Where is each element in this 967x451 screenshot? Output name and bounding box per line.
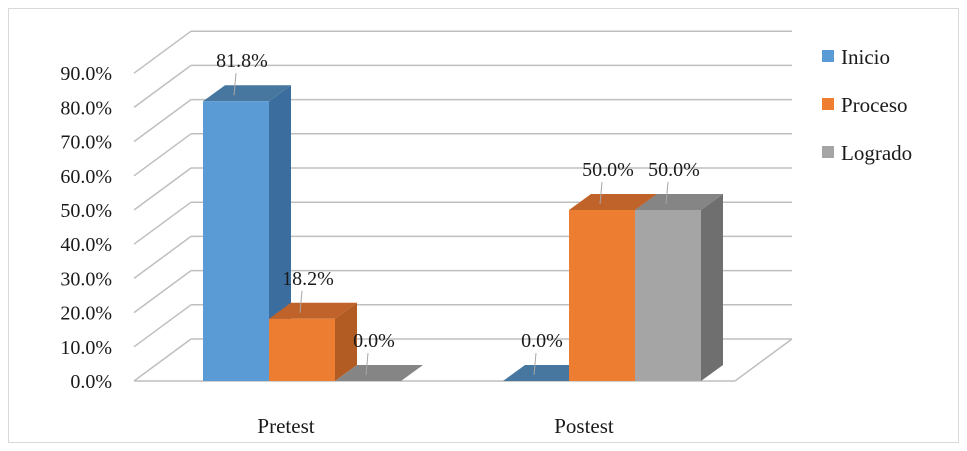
leader-line bbox=[365, 352, 369, 376]
bar-top bbox=[569, 194, 657, 210]
bar-logrado-pretest bbox=[335, 365, 423, 381]
legend-label: Proceso bbox=[841, 93, 908, 117]
bar-proceso-pretest bbox=[269, 302, 357, 381]
bar-top bbox=[635, 194, 723, 210]
bar-logrado-postest bbox=[635, 194, 723, 381]
x-category-label: Pretest bbox=[257, 414, 314, 438]
gridline-depth bbox=[133, 64, 192, 109]
leader-line bbox=[233, 73, 237, 96]
x-category-label: Postest bbox=[554, 414, 614, 438]
bar-top bbox=[335, 365, 423, 381]
bar-inicio-pretest bbox=[203, 85, 291, 381]
gridline-depth bbox=[133, 30, 192, 74]
legend-label: Logrado bbox=[841, 141, 912, 165]
bar-top bbox=[203, 85, 291, 102]
legend-swatch bbox=[822, 98, 834, 110]
legend-swatch bbox=[822, 146, 834, 158]
bars bbox=[203, 85, 723, 381]
gridline-depth bbox=[133, 167, 192, 211]
legend-swatch bbox=[822, 50, 834, 62]
leader-line bbox=[533, 352, 537, 376]
leader-line bbox=[299, 290, 303, 313]
gridline-depth bbox=[133, 235, 192, 280]
data-label: 50.0% bbox=[648, 159, 700, 181]
y-tick-label: 90.0% bbox=[60, 63, 112, 85]
bar-side bbox=[701, 194, 723, 381]
bar-front bbox=[635, 210, 701, 381]
data-label: 0.0% bbox=[521, 330, 563, 352]
y-tick-label: 70.0% bbox=[60, 132, 112, 154]
gridline-depth bbox=[133, 338, 192, 382]
y-tick-label: 80.0% bbox=[60, 97, 112, 119]
y-tick-label: 40.0% bbox=[60, 234, 112, 256]
y-tick-label: 20.0% bbox=[60, 303, 112, 325]
gridline-depth bbox=[133, 201, 192, 245]
bar-front bbox=[203, 101, 269, 381]
legend: Inicio Proceso Logrado bbox=[822, 45, 912, 165]
y-tick-label: 60.0% bbox=[60, 166, 112, 188]
y-tick-label: 50.0% bbox=[60, 200, 112, 222]
bar-front bbox=[269, 318, 335, 381]
x-axis-categories: Pretest Postest bbox=[257, 414, 613, 438]
gridline-depth bbox=[133, 133, 192, 177]
data-label: 50.0% bbox=[582, 159, 634, 181]
leader-line bbox=[665, 181, 669, 205]
leader-line bbox=[599, 181, 603, 205]
gridline-depth bbox=[133, 304, 192, 348]
bar-side bbox=[335, 302, 357, 381]
y-tick-label: 0.0% bbox=[70, 371, 112, 393]
y-axis-ticks: 0.0% 10.0% 20.0% 30.0% 40.0% 50.0% 60.0% 70.0% 8… bbox=[60, 63, 112, 393]
gridline-depth bbox=[133, 98, 192, 143]
data-labels: 81.8% 0.0% 18.2% 50.0% 0.0% 50.0% bbox=[216, 50, 700, 376]
legend-item-proceso: Proceso bbox=[822, 93, 908, 117]
y-tick-label: 30.0% bbox=[60, 268, 112, 290]
chart-frame bbox=[8, 8, 959, 443]
legend-item-inicio: Inicio bbox=[822, 45, 890, 69]
data-label: 18.2% bbox=[282, 268, 334, 290]
bar-front bbox=[569, 210, 635, 381]
legend-label: Inicio bbox=[841, 45, 890, 69]
data-label: 81.8% bbox=[216, 50, 268, 72]
data-label: 0.0% bbox=[353, 330, 395, 352]
floor-right-edge bbox=[734, 338, 793, 382]
gridline-depth bbox=[133, 269, 192, 314]
y-tick-label: 10.0% bbox=[60, 337, 112, 359]
bar-top bbox=[269, 302, 357, 319]
legend-item-logrado: Logrado bbox=[822, 141, 912, 165]
